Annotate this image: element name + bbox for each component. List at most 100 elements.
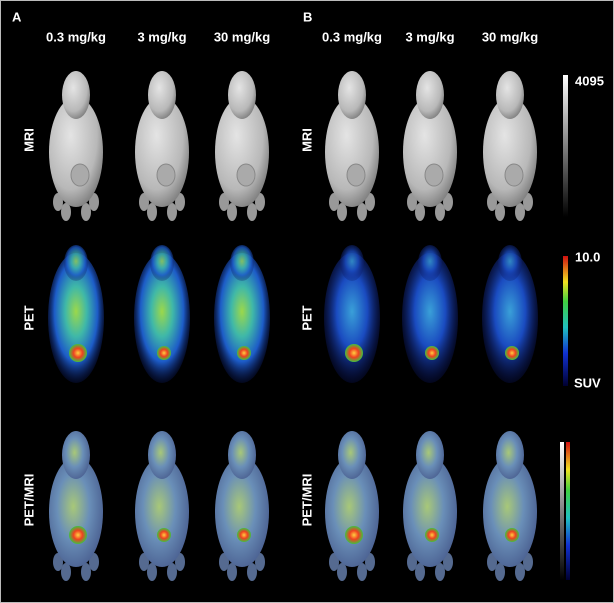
row-label: PET: [299, 305, 314, 330]
mouse-head: [62, 71, 90, 119]
mouse-foot: [175, 553, 185, 571]
mouse-foot: [365, 193, 375, 211]
mouse-foot: [357, 563, 367, 581]
mouse-detail: [504, 163, 524, 187]
mouse-body: [483, 457, 537, 567]
mouse-head: [416, 431, 444, 479]
mouse-detail: [236, 163, 256, 187]
mouse-body: [325, 457, 379, 567]
mouse-body: [135, 97, 189, 207]
mouse-head: [148, 431, 176, 479]
mouse-foot: [443, 193, 453, 211]
mouse-head: [338, 431, 366, 479]
mouse-foot: [523, 553, 533, 571]
pet-body: [402, 253, 458, 383]
mouse-foot: [337, 203, 347, 221]
mouse-body: [215, 97, 269, 207]
mouse-foot: [219, 193, 229, 211]
pet-head: [498, 245, 522, 281]
mouse: [214, 245, 270, 383]
hotspot: [157, 528, 171, 542]
pet-body: [482, 253, 538, 383]
mouse-body: [135, 457, 189, 567]
mouse-foot: [167, 203, 177, 221]
mouse-foot: [227, 203, 237, 221]
mouse-head: [338, 71, 366, 119]
mouse-foot: [147, 563, 157, 581]
mouse-foot: [443, 553, 453, 571]
mouse-foot: [139, 553, 149, 571]
mouse-foot: [61, 203, 71, 221]
mouse-foot: [53, 553, 63, 571]
mouse-foot: [515, 203, 525, 221]
mouse-foot: [329, 553, 339, 571]
mouse-foot: [415, 203, 425, 221]
mouse-body: [49, 457, 103, 567]
mouse: [325, 71, 379, 221]
mri-scale-max: 4095: [575, 73, 604, 88]
mouse-foot: [147, 203, 157, 221]
mouse-foot: [487, 193, 497, 211]
pet-head: [418, 245, 442, 281]
column-header: 0.3 mg/kg: [46, 29, 106, 44]
panel-label: A: [12, 9, 22, 24]
pet-head: [64, 245, 88, 281]
hotspot: [425, 528, 439, 542]
mouse-foot: [365, 553, 375, 571]
mouse-foot: [227, 563, 237, 581]
mouse-foot: [247, 203, 257, 221]
mouse-foot: [175, 193, 185, 211]
hotspot: [157, 346, 171, 360]
pet-scale-unit: SUV: [574, 375, 601, 390]
mouse: [483, 431, 537, 581]
hotspot: [69, 526, 87, 544]
pet-body: [48, 253, 104, 383]
mri-colorbar: [563, 75, 568, 217]
mouse: [483, 71, 537, 221]
mouse-body: [49, 97, 103, 207]
mouse-foot: [357, 203, 367, 221]
mouse: [403, 431, 457, 581]
hotspot: [505, 346, 519, 360]
mouse-foot: [81, 203, 91, 221]
hotspot: [237, 346, 251, 360]
mouse-foot: [139, 193, 149, 211]
mouse: [49, 71, 103, 221]
pet-head: [340, 245, 364, 281]
hotspot: [345, 526, 363, 544]
mouse-foot: [329, 193, 339, 211]
mouse-head: [228, 431, 256, 479]
mouse-foot: [337, 563, 347, 581]
pet-body: [324, 253, 380, 383]
hotspot: [345, 344, 363, 362]
mouse-foot: [523, 193, 533, 211]
mouse-foot: [89, 193, 99, 211]
mouse: [135, 71, 189, 221]
hotspot: [425, 346, 439, 360]
row-label: PET/MRI: [21, 474, 36, 527]
pet-scale-max: 10.0: [575, 249, 600, 264]
mouse: [215, 71, 269, 221]
row-label: PET/MRI: [299, 474, 314, 527]
mouse-foot: [89, 553, 99, 571]
mouse-foot: [407, 553, 417, 571]
mouse: [482, 245, 538, 383]
mouse-head: [62, 431, 90, 479]
mouse-foot: [255, 553, 265, 571]
row-label: MRI: [21, 128, 36, 152]
column-header: 30 mg/kg: [482, 29, 538, 44]
column-header: 3 mg/kg: [137, 29, 186, 44]
column-header: 0.3 mg/kg: [322, 29, 382, 44]
mouse-head: [496, 71, 524, 119]
mouse-foot: [247, 563, 257, 581]
mouse-foot: [495, 563, 505, 581]
mouse-body: [325, 97, 379, 207]
row-label: MRI: [299, 128, 314, 152]
mouse: [215, 431, 269, 581]
mouse-head: [228, 71, 256, 119]
hotspot: [237, 528, 251, 542]
hotspot: [69, 344, 87, 362]
mouse-body: [403, 457, 457, 567]
mouse-body: [215, 457, 269, 567]
mouse-detail: [70, 163, 90, 187]
